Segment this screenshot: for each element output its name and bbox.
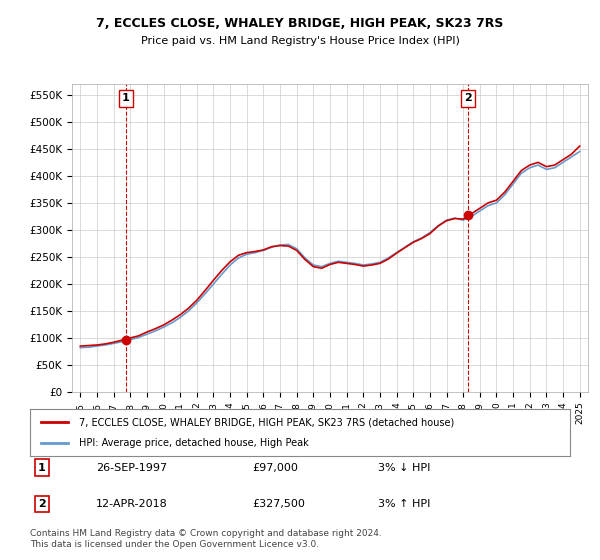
Text: 1: 1 bbox=[38, 463, 46, 473]
Text: 2: 2 bbox=[38, 499, 46, 509]
Text: 2: 2 bbox=[464, 93, 472, 103]
Text: £327,500: £327,500 bbox=[252, 499, 305, 509]
Text: £97,000: £97,000 bbox=[252, 463, 298, 473]
Text: 7, ECCLES CLOSE, WHALEY BRIDGE, HIGH PEAK, SK23 7RS: 7, ECCLES CLOSE, WHALEY BRIDGE, HIGH PEA… bbox=[97, 17, 503, 30]
Text: HPI: Average price, detached house, High Peak: HPI: Average price, detached house, High… bbox=[79, 438, 308, 448]
Text: 12-APR-2018: 12-APR-2018 bbox=[96, 499, 168, 509]
Text: Price paid vs. HM Land Registry's House Price Index (HPI): Price paid vs. HM Land Registry's House … bbox=[140, 36, 460, 46]
Text: 3% ↑ HPI: 3% ↑ HPI bbox=[378, 499, 430, 509]
Text: 1: 1 bbox=[122, 93, 130, 103]
Text: 26-SEP-1997: 26-SEP-1997 bbox=[96, 463, 167, 473]
Text: 7, ECCLES CLOSE, WHALEY BRIDGE, HIGH PEAK, SK23 7RS (detached house): 7, ECCLES CLOSE, WHALEY BRIDGE, HIGH PEA… bbox=[79, 417, 454, 427]
Text: Contains HM Land Registry data © Crown copyright and database right 2024.
This d: Contains HM Land Registry data © Crown c… bbox=[30, 529, 382, 549]
Text: 3% ↓ HPI: 3% ↓ HPI bbox=[378, 463, 430, 473]
